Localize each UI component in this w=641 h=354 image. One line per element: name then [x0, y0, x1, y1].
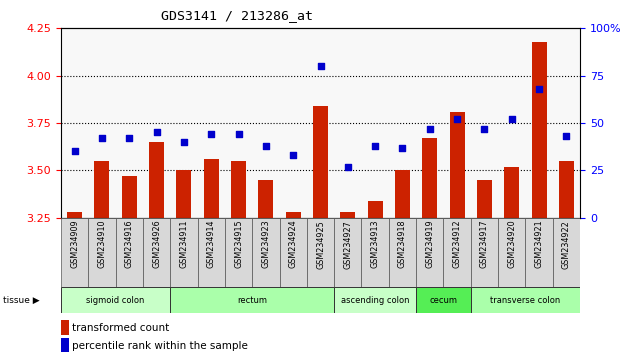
Bar	[553, 218, 580, 287]
Point	[397, 145, 408, 150]
Bar	[416, 287, 470, 313]
Point	[343, 164, 353, 170]
Bar	[498, 218, 526, 287]
Text: GSM234913: GSM234913	[370, 220, 379, 268]
Bar	[389, 218, 416, 287]
Bar	[252, 218, 279, 287]
Point	[315, 63, 326, 69]
Point	[452, 116, 462, 122]
Bar	[204, 159, 219, 218]
Point	[479, 126, 490, 132]
Text: GSM234919: GSM234919	[426, 220, 435, 268]
Point	[124, 135, 135, 141]
Text: GSM234918: GSM234918	[398, 220, 407, 268]
Bar	[94, 161, 110, 218]
Bar	[197, 218, 225, 287]
Bar	[61, 218, 88, 287]
Text: GSM234911: GSM234911	[179, 220, 188, 268]
Bar	[334, 287, 416, 313]
Text: rectum: rectum	[237, 296, 267, 304]
Bar	[61, 320, 69, 335]
Text: percentile rank within the sample: percentile rank within the sample	[72, 341, 247, 350]
Text: transformed count: transformed count	[72, 323, 169, 333]
Point	[425, 126, 435, 132]
Bar	[526, 218, 553, 287]
Bar	[559, 161, 574, 218]
Point	[562, 133, 572, 139]
Point	[534, 86, 544, 92]
Text: GSM234923: GSM234923	[262, 220, 271, 268]
Bar	[149, 142, 164, 218]
Bar	[470, 287, 580, 313]
Point	[288, 152, 298, 158]
Bar	[422, 138, 437, 218]
Text: tissue ▶: tissue ▶	[3, 296, 40, 304]
Text: GSM234922: GSM234922	[562, 220, 571, 269]
Text: GSM234909: GSM234909	[70, 220, 79, 268]
Text: GSM234924: GSM234924	[288, 220, 297, 268]
Bar	[334, 218, 362, 287]
Bar	[67, 212, 82, 218]
Bar	[143, 218, 171, 287]
Bar	[313, 106, 328, 218]
Bar	[362, 218, 389, 287]
Bar	[444, 218, 470, 287]
Bar	[279, 218, 307, 287]
Bar	[225, 218, 252, 287]
Text: GSM234926: GSM234926	[152, 220, 161, 268]
Bar	[258, 180, 273, 218]
Text: cecum: cecum	[429, 296, 458, 304]
Point	[179, 139, 189, 145]
Text: GSM234925: GSM234925	[316, 220, 325, 269]
Text: GSM234915: GSM234915	[234, 220, 243, 268]
Text: GSM234916: GSM234916	[125, 220, 134, 268]
Text: ascending colon: ascending colon	[341, 296, 410, 304]
Text: GSM234910: GSM234910	[97, 220, 106, 268]
Point	[370, 143, 380, 149]
Bar	[395, 170, 410, 218]
Bar	[231, 161, 246, 218]
Bar	[286, 212, 301, 218]
Bar	[115, 218, 143, 287]
Point	[206, 132, 216, 137]
Bar	[504, 167, 519, 218]
Point	[69, 149, 79, 154]
Bar	[307, 218, 334, 287]
Bar	[171, 218, 197, 287]
Point	[261, 143, 271, 149]
Text: GSM234921: GSM234921	[535, 220, 544, 268]
Text: sigmoid colon: sigmoid colon	[87, 296, 145, 304]
Text: GDS3141 / 213286_at: GDS3141 / 213286_at	[161, 9, 313, 22]
Text: GSM234914: GSM234914	[206, 220, 215, 268]
Bar	[416, 218, 444, 287]
Bar	[88, 218, 115, 287]
Text: GSM234927: GSM234927	[344, 220, 353, 269]
Bar	[449, 112, 465, 218]
Bar	[176, 170, 192, 218]
Bar	[61, 338, 69, 352]
Bar	[477, 180, 492, 218]
Bar	[171, 287, 334, 313]
Bar	[368, 201, 383, 218]
Text: GSM234917: GSM234917	[480, 220, 489, 268]
Bar	[340, 212, 355, 218]
Text: GSM234920: GSM234920	[507, 220, 516, 268]
Point	[233, 132, 244, 137]
Point	[97, 135, 107, 141]
Point	[151, 130, 162, 135]
Bar	[61, 287, 171, 313]
Text: GSM234912: GSM234912	[453, 220, 462, 268]
Point	[506, 116, 517, 122]
Bar	[531, 41, 547, 218]
Bar	[122, 176, 137, 218]
Bar	[470, 218, 498, 287]
Text: transverse colon: transverse colon	[490, 296, 561, 304]
